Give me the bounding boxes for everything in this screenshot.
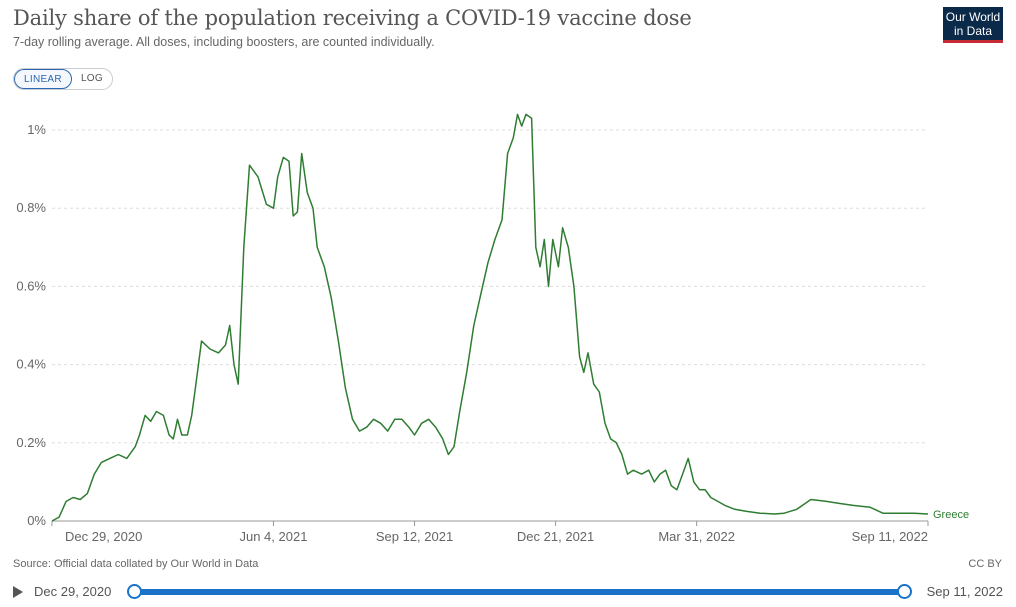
y-tick-label: 1% <box>27 122 46 137</box>
logo-line-1: Our World <box>945 10 1001 24</box>
x-tick-label: Sep 11, 2022 <box>852 529 928 544</box>
source-note: Source: Official data collated by Our Wo… <box>13 558 259 570</box>
y-tick-label: 0.2% <box>16 435 46 450</box>
series-lines <box>51 113 929 522</box>
x-axis-ticks: Dec 29, 2020 Jun 4, 2021 Sep 12, 2021 Dec 2… <box>51 521 929 544</box>
timeline-end-handle[interactable] <box>897 584 912 599</box>
y-tick-label: 0.8% <box>16 200 46 215</box>
license-link[interactable]: CC BY <box>968 558 1002 570</box>
logo-line-2: in Data <box>953 24 993 38</box>
play-icon[interactable] <box>13 586 23 598</box>
series-label-greece: Greece <box>933 509 969 521</box>
y-axis-ticks: 0% 0.2% 0.4% 0.6% 0.8% 1% <box>16 122 46 528</box>
timeline-slider: Dec 29, 2020 Sep 11, 2022 <box>13 582 1003 602</box>
series-line-greece <box>51 113 929 522</box>
chart-subtitle: 7-day rolling average. All doses, includ… <box>13 35 435 49</box>
x-tick-label: Dec 29, 2020 <box>65 529 142 544</box>
x-tick-label: Jun 4, 2021 <box>239 529 307 544</box>
y-tick-label: 0.6% <box>16 278 46 293</box>
x-tick-label: Dec 21, 2021 <box>517 529 594 544</box>
linear-scale-button[interactable]: LINEAR <box>14 69 72 89</box>
scale-toggle: LINEAR LOG <box>13 68 113 90</box>
x-tick-label: Mar 31, 2022 <box>658 529 735 544</box>
chart-title: Daily share of the population receiving … <box>13 6 692 30</box>
timeline-track[interactable] <box>133 589 904 595</box>
timeline-start-handle[interactable] <box>127 584 142 599</box>
owid-logo[interactable]: Our World in Data <box>943 7 1003 43</box>
x-tick-label: Sep 12, 2021 <box>376 529 453 544</box>
log-scale-button[interactable]: LOG <box>80 73 103 84</box>
gridlines <box>52 129 928 522</box>
series-labels: Greece <box>933 509 969 521</box>
y-tick-label: 0.4% <box>16 357 46 372</box>
timeline-end-date: Sep 11, 2022 <box>926 584 1003 599</box>
y-tick-label: 0% <box>27 513 46 528</box>
timeline-start-date: Dec 29, 2020 <box>34 584 112 599</box>
line-chart: 0% 0.2% 0.4% 0.6% 0.8% 1% Dec 29, 2020 Jun 4, … <box>16 113 969 544</box>
